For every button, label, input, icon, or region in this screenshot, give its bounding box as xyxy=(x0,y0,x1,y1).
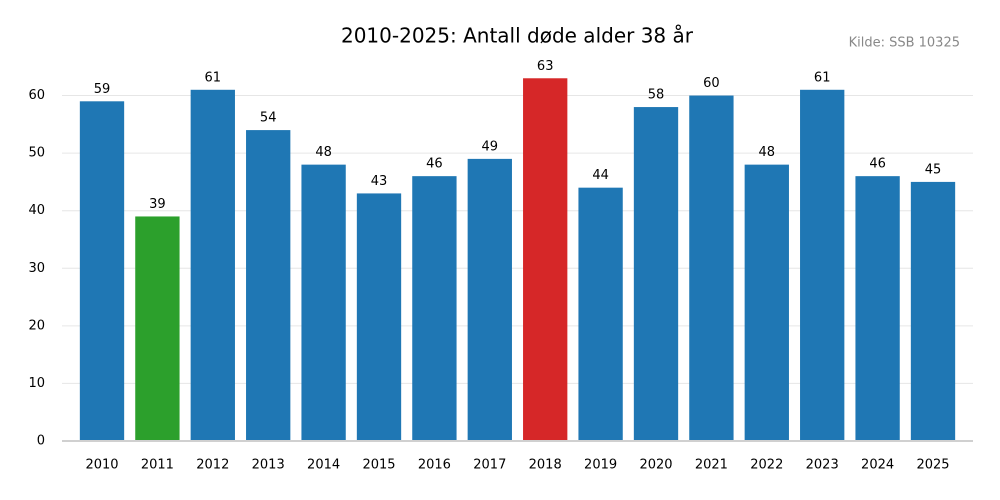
bar xyxy=(855,176,900,441)
data-label: 59 xyxy=(94,82,111,97)
data-label: 43 xyxy=(371,174,388,189)
data-label: 49 xyxy=(482,139,499,154)
x-tick-label: 2013 xyxy=(252,458,285,473)
bar xyxy=(412,176,457,441)
bar xyxy=(910,181,956,441)
bar xyxy=(689,95,734,441)
chart-title: 2010-2025: Antall døde alder 38 år xyxy=(341,24,694,48)
x-tick-label: 2018 xyxy=(529,458,562,473)
bar xyxy=(190,89,235,442)
x-tick-label: 2014 xyxy=(307,458,340,473)
y-tick-label: 0 xyxy=(37,434,45,449)
x-tick-label: 2016 xyxy=(418,458,451,473)
y-tick-label: 60 xyxy=(28,88,45,103)
x-tick-label: 2010 xyxy=(85,458,118,473)
bar xyxy=(523,78,568,441)
x-tick-label: 2011 xyxy=(141,458,174,473)
bar xyxy=(79,101,125,441)
x-tick-label: 2022 xyxy=(750,458,783,473)
data-label: 60 xyxy=(703,76,720,91)
bar xyxy=(800,89,845,442)
data-label: 46 xyxy=(426,157,443,172)
data-label: 54 xyxy=(260,111,277,126)
data-label: 44 xyxy=(592,168,609,183)
data-label: 61 xyxy=(205,70,222,85)
bar xyxy=(246,130,291,441)
x-tick-label: 2025 xyxy=(916,458,949,473)
bar xyxy=(633,107,679,441)
data-label: 58 xyxy=(648,88,665,103)
y-tick-label: 10 xyxy=(28,376,45,391)
data-label: 45 xyxy=(925,162,942,177)
bar xyxy=(135,216,180,441)
data-label: 63 xyxy=(537,59,554,74)
bar xyxy=(301,164,346,442)
bar xyxy=(744,164,789,442)
data-label: 39 xyxy=(149,197,166,212)
x-tick-label: 2024 xyxy=(861,458,894,473)
data-label: 48 xyxy=(315,145,332,160)
x-tick-label: 2012 xyxy=(196,458,229,473)
bar xyxy=(578,187,623,441)
data-label: 46 xyxy=(869,157,886,172)
x-tick-label: 2017 xyxy=(473,458,506,473)
x-tick-label: 2015 xyxy=(362,458,395,473)
y-tick-label: 40 xyxy=(28,203,45,218)
x-tick-label: 2023 xyxy=(806,458,839,473)
data-label: 48 xyxy=(759,145,776,160)
y-tick-label: 20 xyxy=(28,318,45,333)
x-tick-label: 2020 xyxy=(639,458,672,473)
x-tick-label: 2019 xyxy=(584,458,617,473)
y-tick-label: 50 xyxy=(28,146,45,161)
y-tick-label: 30 xyxy=(28,261,45,276)
data-label: 61 xyxy=(814,70,831,85)
bar xyxy=(356,193,402,441)
source-note: Kilde: SSB 10325 xyxy=(849,36,960,51)
x-tick-label: 2021 xyxy=(695,458,728,473)
bar xyxy=(467,158,512,441)
